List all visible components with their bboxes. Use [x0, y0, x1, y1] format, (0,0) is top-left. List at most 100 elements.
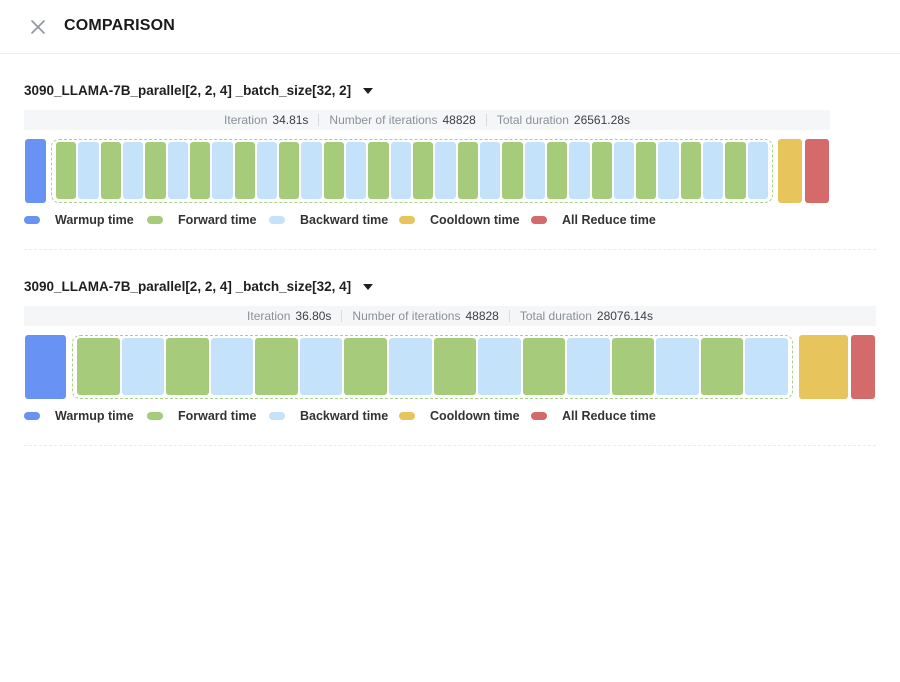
stat-value: 36.80s: [295, 309, 332, 323]
backward-segment: [567, 338, 610, 395]
backward-segment: [747, 142, 768, 199]
warmup-swatch: [24, 412, 40, 420]
stat-label: Number of iterations: [352, 309, 461, 323]
cooldown-segment: [799, 335, 848, 399]
legend-label: Forward time: [178, 213, 257, 227]
close-icon[interactable]: [28, 17, 48, 37]
backward-segment: [121, 338, 165, 395]
forward-segment: [457, 142, 478, 199]
caret-down-icon: [363, 283, 374, 290]
stat-label: Iteration: [247, 309, 291, 323]
legend: Warmup time Forward time Backward time C…: [24, 409, 656, 423]
forward-segment: [591, 142, 612, 199]
forward-segment: [700, 338, 744, 395]
backward-segment: [299, 338, 343, 395]
legend-label: Forward time: [178, 409, 257, 423]
forward-segment: [323, 142, 345, 199]
forward-segment: [413, 142, 434, 199]
comparison-card: 3090_LLAMA-7B_parallel[2, 2, 4] _batch_s…: [24, 80, 876, 250]
divider: [341, 310, 343, 322]
backward-segment: [656, 338, 699, 395]
forward-segment: [725, 142, 746, 199]
forward-segment: [522, 338, 566, 395]
section-divider: [24, 445, 876, 446]
backward-segment: [212, 142, 233, 199]
config-selector[interactable]: 3090_LLAMA-7B_parallel[2, 2, 4] _batch_s…: [24, 276, 374, 296]
stat-value: 34.81s: [272, 113, 309, 127]
stat-value: 48828: [465, 309, 499, 323]
warmup-segment: [25, 139, 46, 203]
forward-segment: [502, 142, 523, 199]
stat-iterations: Number of iterations 48828: [342, 309, 508, 323]
stat-label: Iteration: [224, 113, 268, 127]
forward-swatch: [147, 412, 163, 420]
reduce-segment: [805, 139, 829, 203]
legend-label: Warmup time: [55, 213, 134, 227]
legend-item-backward: Backward time: [269, 213, 399, 227]
comparison-card: 3090_LLAMA-7B_parallel[2, 2, 4] _batch_s…: [24, 276, 876, 446]
reduce-segment: [851, 335, 875, 399]
config-title: 3090_LLAMA-7B_parallel[2, 2, 4] _batch_s…: [24, 82, 352, 98]
backward-segment: [569, 142, 590, 199]
backward-segment: [167, 142, 188, 199]
backward-segment: [301, 142, 322, 199]
legend-label: Backward time: [300, 213, 389, 227]
forward-segment: [166, 338, 209, 395]
forward-segment: [636, 142, 657, 199]
iteration-group: [51, 139, 773, 203]
stat-label: Number of iterations: [329, 113, 438, 127]
backward-segment: [479, 142, 501, 199]
forward-segment: [100, 142, 121, 199]
backward-segment: [210, 338, 254, 395]
legend-item-cooldown: Cooldown time: [399, 409, 531, 423]
reduce-swatch: [531, 216, 547, 224]
forward-segment: [680, 142, 702, 199]
forward-segment: [255, 338, 298, 395]
stat-value: 48828: [442, 113, 476, 127]
backward-segment: [745, 338, 788, 395]
page-title: COMPARISON: [64, 17, 176, 34]
legend: Warmup time Forward time Backward time C…: [24, 213, 656, 227]
stat-iteration: Iteration 36.80s: [237, 309, 341, 323]
timeline-bar: [24, 138, 830, 204]
backward-segment: [122, 142, 144, 199]
cooldown-swatch: [399, 216, 415, 224]
warmup-segment: [25, 335, 66, 399]
legend-item-reduce: All Reduce time: [531, 409, 656, 423]
legend-label: Backward time: [300, 409, 389, 423]
forward-segment: [234, 142, 255, 199]
legend-item-backward: Backward time: [269, 409, 399, 423]
divider: [485, 114, 487, 126]
forward-segment: [189, 142, 211, 199]
forward-segment: [77, 338, 120, 395]
backward-segment: [435, 142, 456, 199]
stats-bar: Iteration 36.80s Number of iterations 48…: [24, 306, 876, 326]
backward-swatch: [269, 412, 285, 420]
stat-iterations: Number of iterations 48828: [319, 113, 485, 127]
legend-item-warmup: Warmup time: [24, 409, 147, 423]
stats-bar: Iteration 34.81s Number of iterations 48…: [24, 110, 830, 130]
stat-value: 26561.28s: [573, 113, 630, 127]
backward-segment: [703, 142, 724, 199]
stat-value: 28076.14s: [596, 309, 653, 323]
forward-segment: [368, 142, 389, 199]
backward-segment: [78, 142, 99, 199]
backward-segment: [388, 338, 432, 395]
backward-segment: [346, 142, 367, 199]
forward-segment: [344, 338, 387, 395]
stat-duration: Total duration 26561.28s: [487, 113, 640, 127]
stat-label: Total duration: [519, 309, 592, 323]
forward-segment: [56, 142, 77, 199]
header: COMPARISON: [0, 0, 900, 54]
legend-item-reduce: All Reduce time: [531, 213, 656, 227]
legend-label: Cooldown time: [430, 409, 520, 423]
forward-segment: [433, 338, 477, 395]
section-divider: [24, 249, 876, 250]
backward-swatch: [269, 216, 285, 224]
stat-iteration: Iteration 34.81s: [214, 113, 318, 127]
reduce-swatch: [531, 412, 547, 420]
config-title: 3090_LLAMA-7B_parallel[2, 2, 4] _batch_s…: [24, 278, 352, 294]
forward-segment: [145, 142, 166, 199]
config-selector[interactable]: 3090_LLAMA-7B_parallel[2, 2, 4] _batch_s…: [24, 80, 374, 100]
cooldown-swatch: [399, 412, 415, 420]
